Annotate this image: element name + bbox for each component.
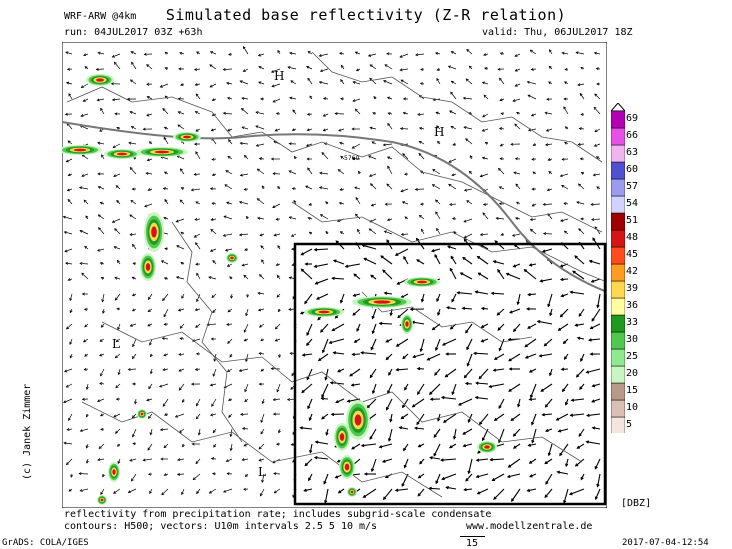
colorbar-tick-label: 36 xyxy=(626,300,639,311)
contour-label: 5760 xyxy=(344,155,359,162)
colorbar-tick-label: 33 xyxy=(626,317,639,328)
colorbar-tick-label: 51 xyxy=(626,215,639,226)
vector-reference-label: 15 xyxy=(466,538,479,549)
footnote-reflectivity: reflectivity from precipitation rate; in… xyxy=(64,509,492,520)
high-pressure-label: H xyxy=(274,69,284,83)
colorbar-tick-label: 63 xyxy=(626,147,639,158)
colorbar-swatch xyxy=(611,127,625,146)
valid-label: valid: Thu, 06JUL2017 18Z xyxy=(482,27,633,38)
colorbar-tick-label: 42 xyxy=(626,266,639,277)
colorbar-tick-label: 48 xyxy=(626,232,639,243)
colorbar-swatch xyxy=(611,399,625,418)
colorbar-tick-label: 57 xyxy=(626,181,639,192)
colorbar-swatch xyxy=(611,161,625,180)
colorbar-swatch xyxy=(611,365,625,384)
vector-reference-line xyxy=(460,536,485,537)
colorbar-swatch xyxy=(611,110,625,129)
low-pressure-label: L xyxy=(112,337,120,351)
colorbar-tick-label: 25 xyxy=(626,351,639,362)
colorbar-tick-label: 5 xyxy=(626,419,633,430)
colorbar-swatch xyxy=(611,229,625,248)
color-scale-bar xyxy=(611,103,625,433)
low-pressure-label: L xyxy=(258,465,266,479)
colorbar-swatch xyxy=(611,297,625,316)
website-label: www.modellzentrale.de xyxy=(466,521,593,532)
colorbar-swatch xyxy=(611,416,625,433)
reflectivity-map: H H L L 5760 xyxy=(62,42,607,508)
colorbar-swatch xyxy=(611,144,625,163)
footnote-contours: contours: H500; vectors: U10m intervals … xyxy=(64,521,378,532)
colorbar-swatch xyxy=(611,348,625,367)
colorbar-swatch xyxy=(611,263,625,282)
colorbar-tick-label: 20 xyxy=(626,368,639,379)
credit-label: (c) Janek Zimmer xyxy=(22,383,33,480)
colorbar-tick-label: 39 xyxy=(626,283,639,294)
colorbar-swatch xyxy=(611,280,625,299)
colorbar-unit: [DBZ] xyxy=(621,498,652,509)
high-pressure-label: H xyxy=(434,125,444,139)
colorbar-tick-label: 69 xyxy=(626,113,639,124)
inset-frame xyxy=(293,242,607,506)
colorbar-swatch xyxy=(611,178,625,197)
colorbar-top-arrow xyxy=(611,103,625,112)
colorbar-swatch xyxy=(611,195,625,214)
colorbar-swatch xyxy=(611,382,625,401)
colorbar-swatch xyxy=(611,246,625,265)
coastline-borders xyxy=(66,51,607,498)
wind-vector-field xyxy=(62,45,601,504)
colorbar-tick-label: 15 xyxy=(626,385,639,396)
colorbar-tick-label: 30 xyxy=(626,334,639,345)
grads-label: GrADS: COLA/IGES xyxy=(2,538,89,548)
run-label: run: 04JUL2017 03Z +63h xyxy=(64,27,203,38)
colorbar-swatch xyxy=(611,314,625,333)
colorbar-tick-label: 54 xyxy=(626,198,639,209)
colorbar-tick-label: 66 xyxy=(626,130,639,141)
colorbar-tick-label: 10 xyxy=(626,402,639,413)
colorbar-tick-label: 60 xyxy=(626,164,639,175)
timestamp-label: 2017-07-04-12:54 xyxy=(622,538,709,548)
model-label: WRF-ARW @4km xyxy=(64,11,137,22)
map-title: Simulated base reflectivity (Z-R relatio… xyxy=(165,6,567,24)
precipitation-cells xyxy=(62,74,497,505)
colorbar-swatch xyxy=(611,212,625,231)
colorbar-tick-label: 45 xyxy=(626,249,639,260)
colorbar-swatch xyxy=(611,331,625,350)
